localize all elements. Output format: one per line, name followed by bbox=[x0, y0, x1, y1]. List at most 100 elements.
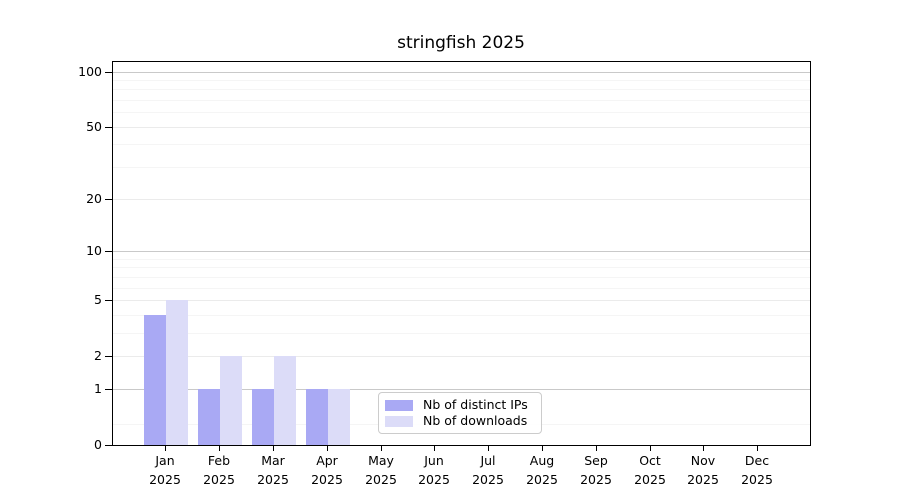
x-tick-year: 2025 bbox=[257, 472, 289, 487]
gridline-minor bbox=[113, 80, 810, 81]
x-tick-year: 2025 bbox=[634, 472, 666, 487]
x-tick-year: 2025 bbox=[526, 472, 558, 487]
y-tick-label: 2 bbox=[94, 348, 102, 363]
gridline-minor bbox=[113, 144, 810, 145]
legend-item-distinct-ips: Nb of distinct IPs bbox=[385, 398, 533, 412]
legend-swatch-distinct-ips bbox=[385, 399, 413, 411]
gridline-minor bbox=[113, 259, 810, 260]
x-tick-year: 2025 bbox=[741, 472, 773, 487]
x-tick bbox=[165, 446, 166, 451]
x-tick-month: Aug bbox=[529, 453, 555, 468]
x-tick bbox=[273, 446, 274, 451]
x-tick-label: Dec 2025 bbox=[727, 451, 787, 489]
plot-border-left bbox=[112, 61, 113, 446]
y-tick bbox=[105, 300, 112, 301]
gridline bbox=[113, 300, 810, 301]
y-tick bbox=[105, 199, 112, 200]
bar-downloads bbox=[274, 356, 296, 445]
x-tick-year: 2025 bbox=[149, 472, 181, 487]
y-tick bbox=[105, 389, 112, 390]
x-tick bbox=[757, 446, 758, 451]
x-tick-label: Jan 2025 bbox=[135, 451, 195, 489]
gridline-minor bbox=[113, 333, 810, 334]
legend-label-downloads: Nb of downloads bbox=[423, 413, 528, 428]
gridline bbox=[113, 127, 810, 128]
bar-downloads bbox=[220, 356, 242, 445]
y-tick bbox=[105, 251, 112, 252]
x-tick-label: Jun 2025 bbox=[404, 451, 464, 489]
x-tick-month: Jun bbox=[424, 453, 444, 468]
x-tick-label: Feb 2025 bbox=[189, 451, 249, 489]
x-tick-month: Oct bbox=[639, 453, 661, 468]
legend-label-distinct-ips: Nb of distinct IPs bbox=[423, 397, 528, 412]
gridline bbox=[113, 199, 810, 200]
x-tick bbox=[542, 446, 543, 451]
x-tick-year: 2025 bbox=[418, 472, 450, 487]
gridline bbox=[113, 251, 810, 252]
x-tick-month: Mar bbox=[261, 453, 285, 468]
y-tick-label: 100 bbox=[78, 64, 102, 79]
gridline bbox=[113, 356, 810, 357]
plot-border-bottom bbox=[112, 445, 811, 446]
y-tick bbox=[105, 445, 112, 446]
x-tick-year: 2025 bbox=[687, 472, 719, 487]
x-tick-month: Jul bbox=[480, 453, 496, 468]
legend-item-downloads: Nb of downloads bbox=[385, 414, 533, 428]
y-tick bbox=[105, 356, 112, 357]
y-tick-label: 1 bbox=[94, 381, 102, 396]
x-tick-month: Sep bbox=[584, 453, 608, 468]
gridline-minor bbox=[113, 315, 810, 316]
y-tick bbox=[105, 127, 112, 128]
x-tick bbox=[488, 446, 489, 451]
x-tick-month: Nov bbox=[690, 453, 716, 468]
bar-distinct-ips bbox=[198, 389, 220, 445]
x-tick-year: 2025 bbox=[365, 472, 397, 487]
bar-downloads bbox=[166, 300, 188, 445]
x-tick bbox=[327, 446, 328, 451]
x-tick-year: 2025 bbox=[311, 472, 343, 487]
x-tick-month: Dec bbox=[744, 453, 770, 468]
y-tick-label: 0 bbox=[94, 437, 102, 452]
y-tick-label: 5 bbox=[94, 292, 102, 307]
x-tick-year: 2025 bbox=[203, 472, 235, 487]
plot-border-right bbox=[810, 61, 811, 446]
gridline bbox=[113, 72, 810, 73]
x-tick-label: Jul 2025 bbox=[458, 451, 518, 489]
x-tick-month: Apr bbox=[316, 453, 338, 468]
x-tick-label: Mar 2025 bbox=[243, 451, 303, 489]
x-tick bbox=[596, 446, 597, 451]
gridline-minor bbox=[113, 112, 810, 113]
bar-distinct-ips bbox=[252, 389, 274, 445]
x-tick-year: 2025 bbox=[472, 472, 504, 487]
x-tick-month: May bbox=[368, 453, 394, 468]
y-tick-label: 10 bbox=[86, 243, 102, 258]
x-tick bbox=[650, 446, 651, 451]
x-tick bbox=[703, 446, 704, 451]
x-tick-label: Oct 2025 bbox=[620, 451, 680, 489]
plot-border-top bbox=[112, 61, 811, 62]
gridline-minor bbox=[113, 89, 810, 90]
x-tick bbox=[219, 446, 220, 451]
chart-title: stringfish 2025 bbox=[397, 33, 525, 53]
y-tick bbox=[105, 72, 112, 73]
x-tick-month: Jan bbox=[155, 453, 175, 468]
bar-downloads bbox=[328, 389, 350, 445]
legend-swatch-downloads bbox=[385, 415, 413, 427]
bar-distinct-ips bbox=[144, 315, 166, 445]
x-tick-label: Nov 2025 bbox=[673, 451, 733, 489]
x-tick-label: Apr 2025 bbox=[297, 451, 357, 489]
x-tick bbox=[381, 446, 382, 451]
y-tick-label: 20 bbox=[86, 191, 102, 206]
x-tick bbox=[434, 446, 435, 451]
gridline-minor bbox=[113, 167, 810, 168]
legend: Nb of distinct IPs Nb of downloads bbox=[378, 392, 542, 434]
x-tick-label: May 2025 bbox=[351, 451, 411, 489]
gridline-minor bbox=[113, 267, 810, 268]
x-tick-month: Feb bbox=[207, 453, 231, 468]
gridline bbox=[113, 389, 810, 390]
x-tick-label: Aug 2025 bbox=[512, 451, 572, 489]
bar-distinct-ips bbox=[306, 389, 328, 445]
gridline-minor bbox=[113, 100, 810, 101]
y-tick-label: 50 bbox=[86, 119, 102, 134]
